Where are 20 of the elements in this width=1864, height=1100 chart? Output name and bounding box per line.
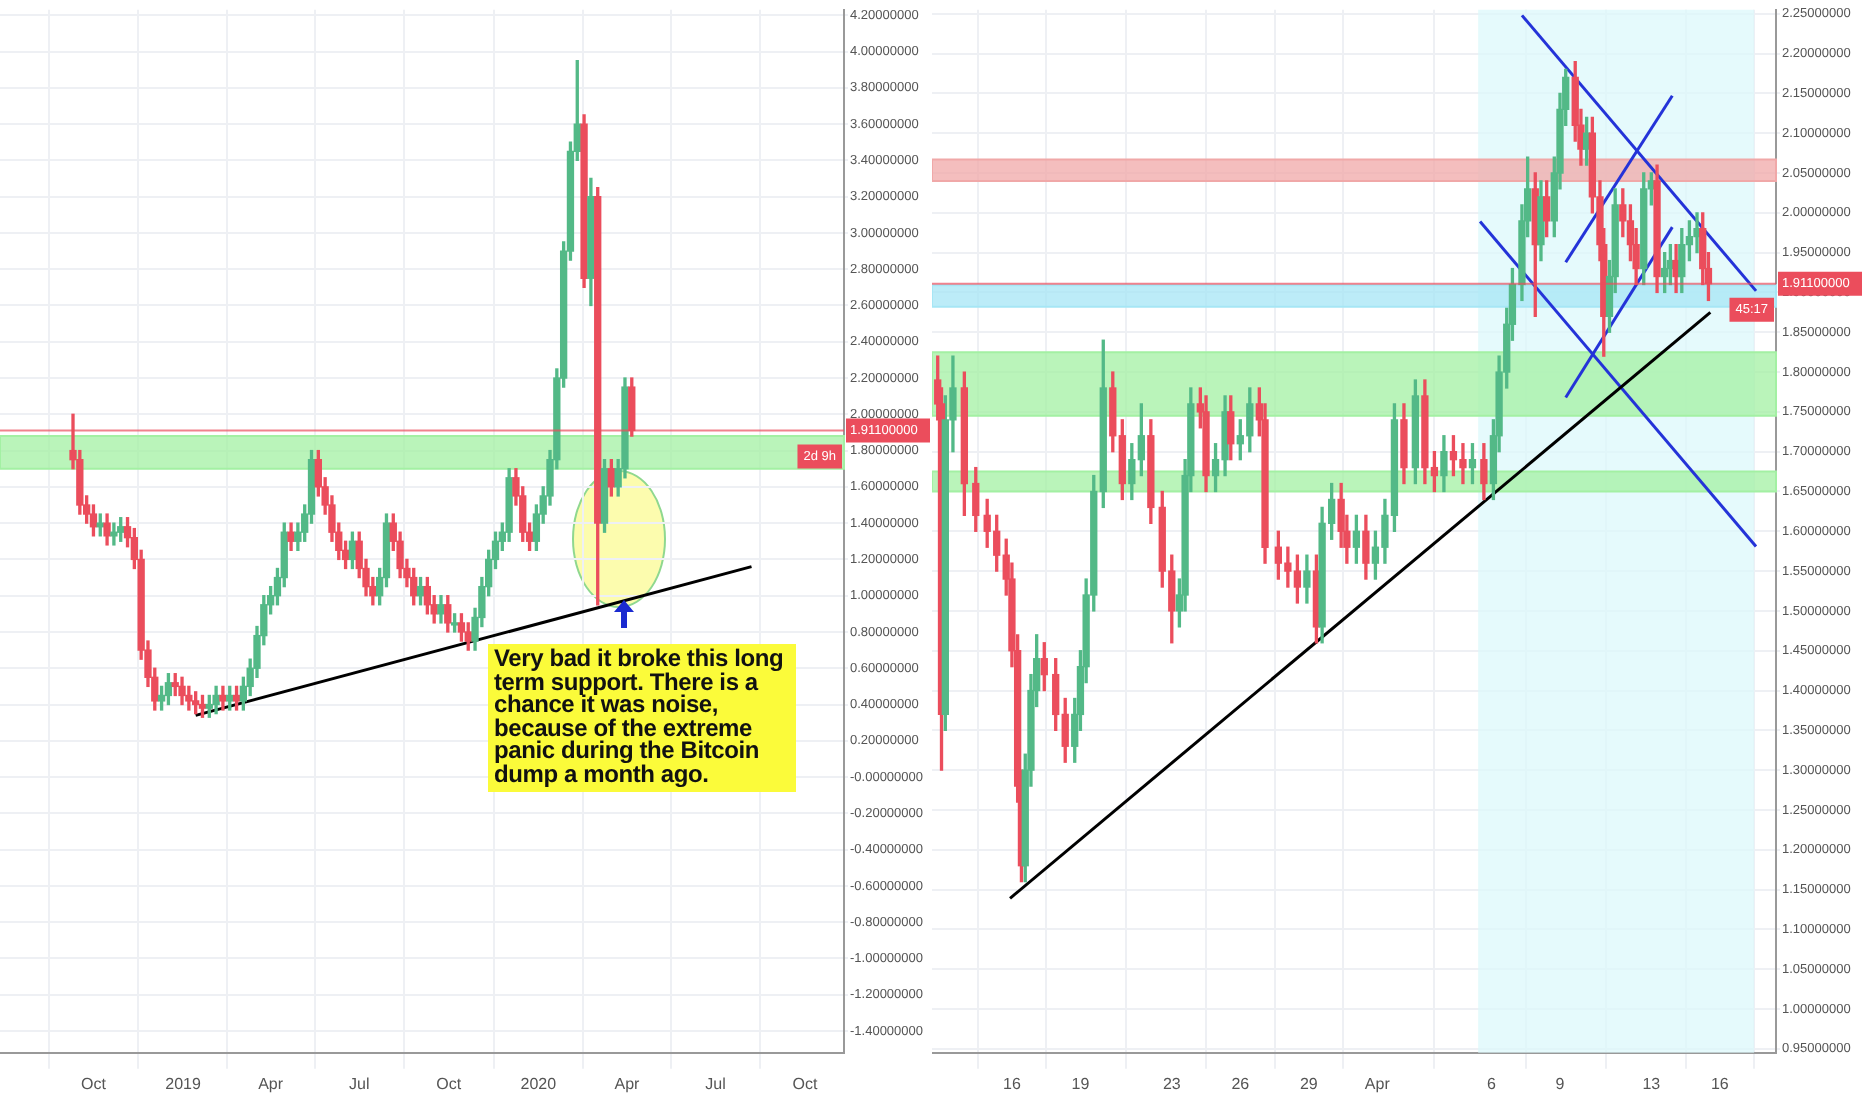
x-tick-label: 2020 [520,1074,558,1093]
x-tick-label: Jul [348,1074,370,1093]
x-tick-label: 19 [1071,1074,1091,1093]
x-tick-label: 26 [1231,1074,1251,1093]
x-tick-label: Oct [81,1074,108,1093]
x-tick-label: 9 [1555,1074,1566,1093]
x-tick-label: 16 [1003,1074,1022,1093]
x-tick-label: Apr [1364,1074,1391,1093]
x-tick-label: 13 [1642,1074,1662,1093]
x-tick-label: Jul [705,1074,727,1093]
x-tick-label: 23 [1162,1074,1182,1093]
x-tick-label: 16 [1710,1074,1730,1093]
x-tick-label: 2019 [165,1074,202,1093]
x-tick-label: Oct [436,1074,463,1093]
x-tick-label: 6 [1487,1074,1498,1093]
x-tick-label: Apr [258,1074,284,1093]
x-tick-label: Oct [792,1074,820,1093]
annotation: Very bad it broke this long term support. There is a chance it was noise, because of the extreme panic during the Bitcoin dump a month ago. [488,644,796,792]
x-tick-label: Apr [614,1074,641,1093]
x-tick-label: 29 [1299,1074,1319,1093]
